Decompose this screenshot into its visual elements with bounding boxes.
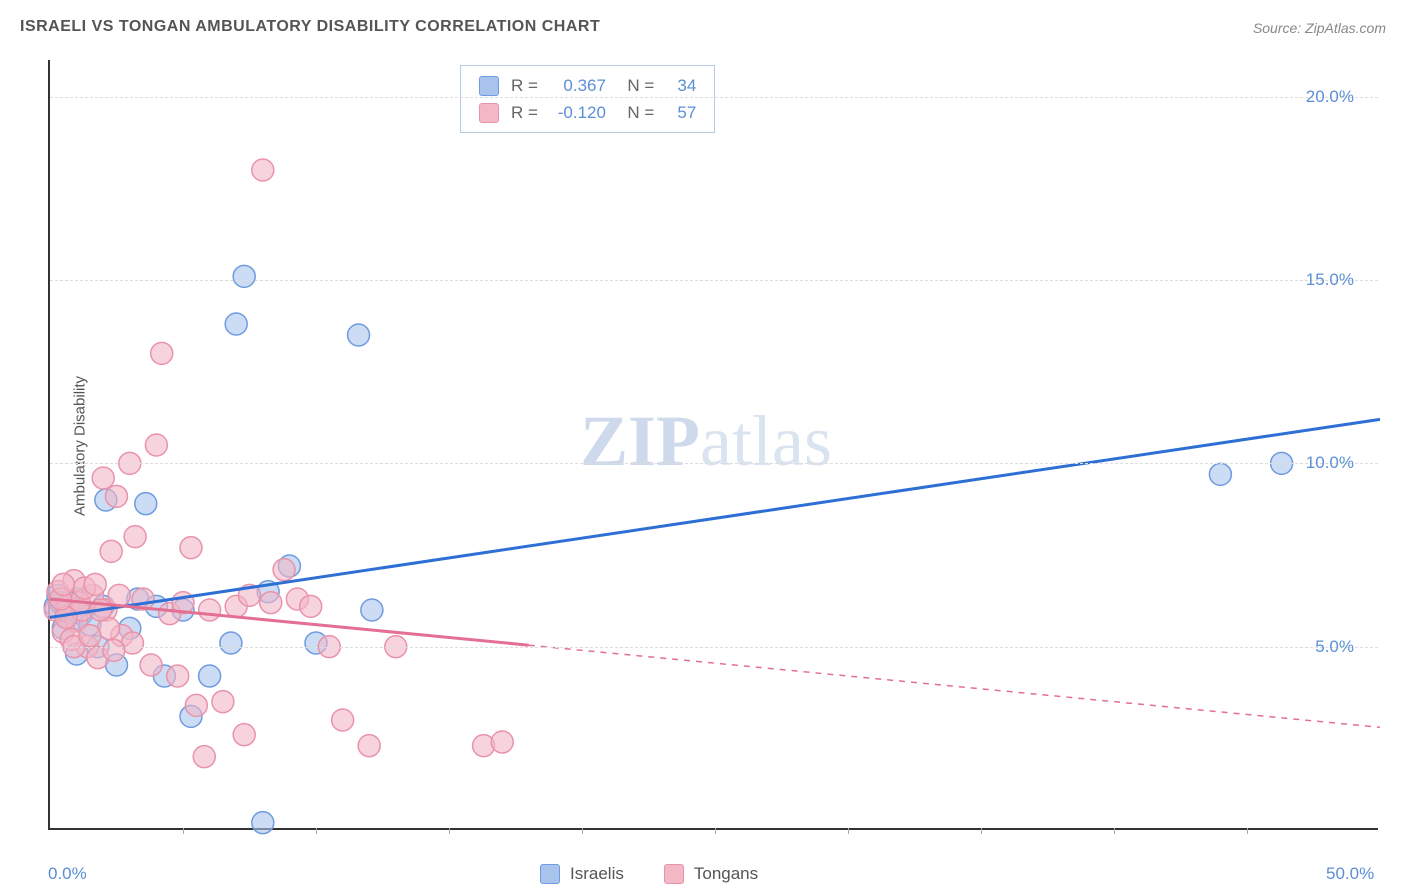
data-point	[199, 665, 221, 687]
correlation-chart: ISRAELI VS TONGAN AMBULATORY DISABILITY …	[0, 0, 1406, 892]
y-tick-label: 5.0%	[1315, 637, 1354, 657]
data-point	[361, 599, 383, 621]
data-point	[140, 654, 162, 676]
data-point	[332, 709, 354, 731]
data-point	[252, 159, 274, 181]
x-tick	[848, 828, 849, 834]
y-tick-label: 10.0%	[1306, 453, 1354, 473]
data-point	[1209, 463, 1231, 485]
y-tick-label: 15.0%	[1306, 270, 1354, 290]
data-point	[233, 724, 255, 746]
data-point	[151, 342, 173, 364]
x-tick	[1114, 828, 1115, 834]
legend-bottom: Israelis Tongans	[540, 864, 758, 884]
plot-svg	[50, 60, 1378, 828]
data-point	[167, 665, 189, 687]
data-point	[358, 735, 380, 757]
data-point	[108, 584, 130, 606]
legend-item: Israelis	[540, 864, 624, 884]
data-point	[145, 434, 167, 456]
data-point	[260, 592, 282, 614]
trend-line-solid	[50, 419, 1380, 617]
data-point	[220, 632, 242, 654]
data-point	[491, 731, 513, 753]
x-tick	[582, 828, 583, 834]
stat-r-value: -0.120	[550, 99, 606, 126]
data-point	[193, 746, 215, 768]
data-point	[84, 573, 106, 595]
trend-line-dashed	[529, 645, 1380, 727]
gridline-h	[50, 647, 1378, 648]
data-point	[233, 265, 255, 287]
data-point	[52, 573, 74, 595]
series-swatch	[479, 103, 499, 123]
x-tick	[981, 828, 982, 834]
x-tick	[183, 828, 184, 834]
data-point	[273, 559, 295, 581]
x-tick-label: 50.0%	[1326, 864, 1374, 884]
data-point	[252, 812, 274, 834]
data-point	[79, 625, 101, 647]
stat-r-label: R =	[511, 99, 538, 126]
x-tick	[1247, 828, 1248, 834]
gridline-h	[50, 280, 1378, 281]
data-point	[124, 526, 146, 548]
legend-label: Israelis	[570, 864, 624, 884]
x-tick	[715, 828, 716, 834]
stat-n-value: 34	[666, 72, 696, 99]
gridline-h	[50, 463, 1378, 464]
gridline-h	[50, 97, 1378, 98]
data-point	[225, 313, 247, 335]
data-point	[92, 467, 114, 489]
stat-n-label: N =	[618, 99, 654, 126]
data-point	[348, 324, 370, 346]
data-point	[212, 691, 234, 713]
data-point	[199, 599, 221, 621]
stat-n-value: 57	[666, 99, 696, 126]
series-swatch	[540, 864, 560, 884]
data-point	[300, 595, 322, 617]
data-point	[106, 485, 128, 507]
series-swatch	[664, 864, 684, 884]
data-point	[185, 694, 207, 716]
data-point	[135, 493, 157, 515]
stat-r-label: R =	[511, 72, 538, 99]
x-tick	[316, 828, 317, 834]
stats-legend-box: R = 0.367 N = 34 R = -0.120 N = 57	[460, 65, 715, 133]
x-tick	[449, 828, 450, 834]
data-point	[100, 540, 122, 562]
stats-row: R = 0.367 N = 34	[479, 72, 696, 99]
data-point	[180, 537, 202, 559]
series-swatch	[479, 76, 499, 96]
stats-row: R = -0.120 N = 57	[479, 99, 696, 126]
stat-r-value: 0.367	[550, 72, 606, 99]
y-tick-label: 20.0%	[1306, 87, 1354, 107]
legend-label: Tongans	[694, 864, 758, 884]
legend-item: Tongans	[664, 864, 758, 884]
chart-title: ISRAELI VS TONGAN AMBULATORY DISABILITY …	[20, 18, 600, 36]
x-tick-label: 0.0%	[48, 864, 87, 884]
stat-n-label: N =	[618, 72, 654, 99]
source-attribution[interactable]: Source: ZipAtlas.com	[1253, 20, 1386, 36]
data-point	[103, 639, 125, 661]
plot-area: ZIPatlas R =0.367 N =34R =-0.120 N =57 5…	[48, 60, 1378, 830]
